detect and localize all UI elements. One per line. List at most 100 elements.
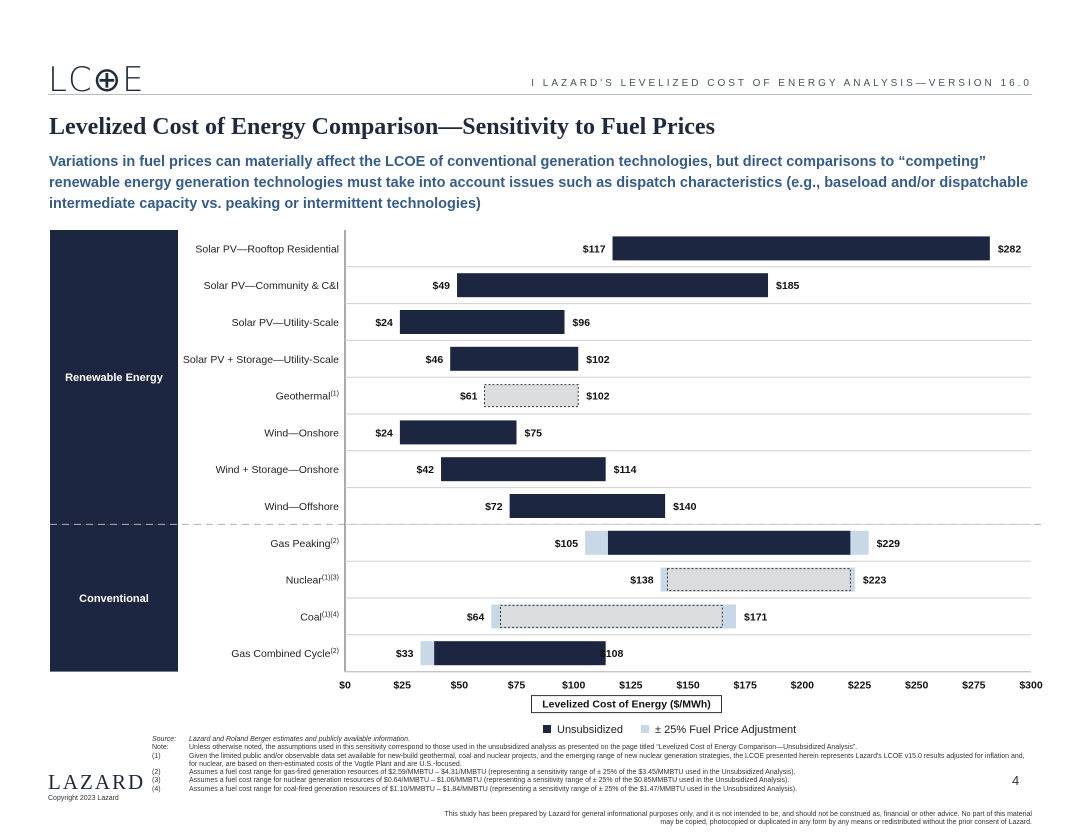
unsubsidized-bar-dashed — [666, 568, 851, 592]
footnote-key: Source: — [152, 736, 177, 743]
x-tick-label: $25 — [393, 680, 411, 692]
low-value-label: $64 — [467, 611, 485, 623]
footnote-key: (4) — [152, 785, 161, 793]
low-value-label: $105 — [555, 538, 579, 550]
x-tick-label: $75 — [508, 680, 526, 692]
high-value-label: $96 — [573, 317, 591, 329]
range-bar — [399, 310, 565, 334]
range-bar-dashed — [483, 384, 579, 408]
high-value-label: $140 — [673, 501, 697, 513]
category-label: Nuclear(1)(3) — [286, 575, 339, 587]
low-value-label: $33 — [396, 648, 414, 660]
category-label: Solar PV—Utility-Scale — [232, 317, 340, 329]
high-value-label: $282 — [998, 243, 1022, 255]
range-bar — [509, 494, 666, 518]
footnote-row: (1) Given the limited public and/or obser… — [152, 753, 1032, 770]
page-title: Levelized Cost of Energy Comparison—Sens… — [49, 114, 715, 140]
legend-label-fuel-adjust: ± 25% Fuel Price Adjustment — [655, 724, 797, 736]
category-label-text: Geothermal — [276, 391, 331, 403]
footnote-key: Note: — [152, 744, 169, 752]
low-value-label: $42 — [417, 464, 435, 476]
unsubsidized-bar — [607, 530, 851, 555]
high-value-label: $229 — [877, 538, 901, 550]
unsubsidized-bar-dashed — [499, 604, 723, 628]
header-tag: I LAZARD'S LEVELIZED COST OF ENERGY ANAL… — [531, 78, 1032, 89]
high-value-label: $114 — [614, 464, 637, 476]
legend-label-unsubsidized: Unsubsidized — [557, 724, 624, 736]
unsubsidized-bar — [434, 641, 606, 666]
x-tick-label: $0 — [339, 680, 351, 692]
group-label: Conventional — [79, 593, 149, 605]
category-label-text: Nuclear — [286, 575, 323, 587]
footnote-key: (1) — [152, 752, 161, 760]
group-band — [50, 230, 178, 525]
x-tick-label: $125 — [619, 680, 643, 692]
page-number: 4 — [1012, 773, 1020, 788]
footnote-row: (3) Assumes a fuel cost range for nuclear… — [152, 777, 1032, 785]
x-tick-label: $250 — [905, 680, 929, 692]
x-axis-label-box — [531, 695, 722, 714]
category-footnote-ref: (1) — [330, 391, 339, 398]
high-value-label: $185 — [776, 280, 800, 292]
group-band — [50, 524, 178, 672]
range-bar — [612, 236, 990, 261]
low-value-label: $61 — [460, 391, 478, 403]
category-label-text: Gas Peaking — [270, 538, 330, 550]
group-label: Renewable Energy — [65, 372, 164, 384]
footnote-text: Given the limited public and/or observab… — [189, 752, 1025, 768]
category-label: Wind + Storage—Onshore — [216, 464, 340, 476]
x-tick-label: $150 — [676, 680, 700, 692]
copyright: Copyright 2023 Lazard — [48, 795, 119, 802]
category-footnote-ref: (1)(3) — [322, 575, 339, 582]
lcoe-logo: LC⊕E — [48, 60, 145, 100]
category-label: Solar PV—Rooftop Residential — [195, 243, 339, 255]
category-footnote-ref: (2) — [330, 538, 339, 545]
disclaimer: This study has been prepared by Lazard f… — [444, 811, 1032, 827]
footnote-key: (2) — [152, 769, 161, 777]
range-bar — [399, 420, 517, 445]
low-value-label: $72 — [485, 501, 503, 513]
category-label-text: Solar PV—Utility-Scale — [232, 317, 340, 329]
x-tick-label: $100 — [562, 680, 586, 692]
category-label: Coal(1)(4) — [300, 611, 339, 623]
legend-item-fuel-adjust: ± 25% Fuel Price Adjustment — [641, 724, 796, 736]
category-label-text: Wind + Storage—Onshore — [216, 464, 340, 476]
category-label-text: Wind—Onshore — [264, 427, 339, 439]
low-value-label: $117 — [583, 243, 606, 255]
footnotes: Source: Lazard and Roland Berger estimate… — [152, 736, 1032, 794]
category-label: Geothermal(1) — [276, 391, 339, 403]
x-axis-label: Levelized Cost of Energy ($/MWh) — [542, 699, 711, 711]
low-value-label: $46 — [426, 354, 444, 366]
legend-swatch-unsubsidized — [543, 725, 551, 734]
footnote-text: Unless otherwise noted, the assumptions … — [189, 744, 858, 752]
range-bar — [457, 273, 769, 298]
high-value-label: $223 — [863, 575, 887, 587]
x-tick-label: $225 — [848, 680, 872, 692]
legend-swatch-fuel-adjust — [641, 725, 650, 734]
category-label-text: Coal — [300, 611, 322, 623]
category-footnote-ref: (1)(4) — [322, 611, 339, 618]
footnote-row: (4) Assumes a fuel cost range for coal-fi… — [152, 786, 1032, 794]
page-subtitle: Variations in fuel prices can materially… — [49, 154, 1029, 212]
category-label: Gas Peaking(2) — [270, 538, 339, 550]
legend-item-unsubsidized: Unsubsidized — [543, 724, 623, 736]
footnote-text: Assumes a fuel cost range for nuclear ge… — [189, 777, 790, 785]
high-value-label: $102 — [586, 354, 610, 366]
category-label: Solar PV—Community & C&I — [204, 280, 339, 292]
category-label: Solar PV + Storage—Utility-Scale — [183, 354, 339, 366]
chart-legend: Unsubsidized ± 25% Fuel Price Adjustment — [543, 724, 796, 736]
range-bar — [450, 346, 579, 371]
category-footnote-ref: (2) — [330, 648, 339, 655]
footnote-text: Assumes a fuel cost range for coal-fired… — [189, 785, 798, 793]
category-label-text: Wind—Offshore — [265, 501, 340, 513]
footnote-row: Note: Unless otherwise noted, the assumpt… — [152, 744, 1032, 752]
footnote-text: Assumes a fuel cost range for gas-fired … — [189, 769, 796, 777]
low-value-label: $24 — [375, 317, 393, 329]
category-label: Wind—Onshore — [264, 427, 339, 439]
category-label-text: Solar PV—Community & C&I — [204, 280, 339, 292]
range-bar — [441, 457, 606, 482]
header-divider — [48, 94, 1032, 95]
category-label: Wind—Offshore — [265, 501, 340, 513]
category-label-text: Gas Combined Cycle — [231, 648, 330, 660]
low-value-label: $24 — [375, 427, 393, 439]
